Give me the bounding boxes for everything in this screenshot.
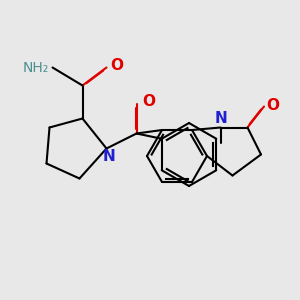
Text: NH₂: NH₂ [23, 61, 49, 74]
Text: N: N [214, 111, 227, 126]
Text: O: O [266, 98, 279, 112]
Text: O: O [110, 58, 123, 74]
Text: N: N [102, 149, 115, 164]
Text: O: O [142, 94, 155, 110]
